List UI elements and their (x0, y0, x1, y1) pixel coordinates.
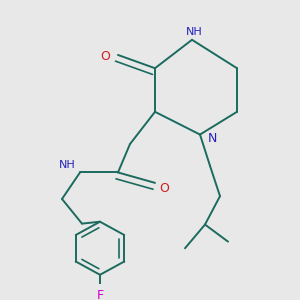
Text: NH: NH (59, 160, 76, 170)
Text: O: O (100, 50, 110, 63)
Text: NH: NH (186, 27, 202, 37)
Text: O: O (159, 182, 169, 195)
Text: N: N (208, 132, 218, 145)
Text: F: F (96, 289, 103, 300)
